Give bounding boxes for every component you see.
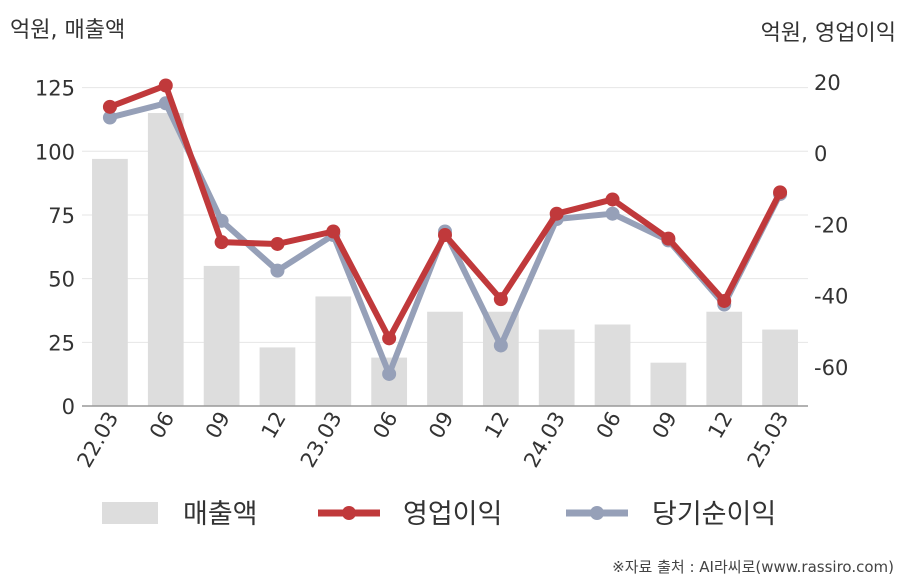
right-tick-label: -60 — [814, 356, 848, 380]
left-tick-label: 75 — [48, 204, 75, 228]
data-point — [326, 224, 341, 239]
data-point — [493, 292, 508, 307]
data-point — [270, 263, 285, 278]
legend-label: 매출액 — [183, 499, 258, 530]
data-point — [717, 293, 732, 308]
x-tick-label: 22.03 — [72, 408, 123, 472]
bar — [92, 158, 128, 406]
data-point — [158, 78, 173, 93]
right-tick-label: 0 — [814, 142, 827, 166]
legend-swatch-marker — [590, 506, 604, 520]
data-point — [661, 231, 676, 246]
right-tick-label: -40 — [814, 285, 848, 309]
profit-lines — [102, 78, 788, 381]
bar — [650, 362, 687, 406]
bar — [706, 311, 743, 406]
left-tick-label: 100 — [35, 140, 75, 164]
legend-label: 영업이익 — [403, 499, 502, 530]
bar — [594, 324, 631, 406]
right-axis-title: 억원, 영업이익 — [761, 21, 896, 46]
legend-label: 당기순이익 — [652, 499, 776, 530]
legend-swatch-marker — [342, 506, 356, 520]
left-axis-title: 억원, 매출액 — [10, 18, 125, 43]
data-point — [102, 99, 117, 114]
x-tick-label: 12 — [703, 408, 737, 443]
data-point — [270, 236, 285, 251]
x-tick-label: 09 — [648, 408, 682, 443]
gridlines — [82, 87, 808, 343]
left-tick-label: 0 — [62, 395, 75, 419]
right-tick-labels: -60 -40 -20 0 20 — [814, 71, 848, 380]
x-tick-label: 12 — [480, 408, 514, 443]
bar — [259, 347, 296, 406]
x-tick-labels: 22.03 06 09 12 23.03 06 09 12 24.03 06 09 12 25.03 — [72, 408, 793, 472]
left-tick-labels: 0 25 50 75 100 125 — [35, 77, 75, 419]
data-point — [438, 228, 452, 243]
data-point — [493, 338, 508, 353]
data-point — [549, 206, 564, 221]
left-tick-label: 25 — [48, 331, 75, 355]
x-tick-label: 25.03 — [743, 408, 794, 472]
x-tick-label: 12 — [257, 408, 291, 443]
right-tick-label: 20 — [814, 71, 841, 95]
x-tick-label: 06 — [368, 408, 402, 443]
data-point — [382, 366, 397, 381]
x-tick-label: 09 — [424, 408, 458, 443]
x-tick-label: 23.03 — [296, 408, 347, 472]
data-point — [605, 206, 620, 221]
legend-swatch-bar — [102, 502, 158, 524]
bar — [762, 329, 798, 406]
legend: 매출액 영업이익 당기순이익 — [102, 499, 776, 530]
source-note: ※자료 출처 : AI라씨로(www.rassiro.com) — [612, 558, 894, 576]
data-point — [382, 331, 397, 346]
left-tick-label: 125 — [35, 77, 75, 101]
left-tick-label: 50 — [48, 268, 75, 292]
bar — [371, 357, 408, 406]
right-tick-label: -20 — [814, 213, 848, 237]
data-point — [605, 192, 620, 207]
data-point — [102, 110, 117, 125]
data-point — [214, 235, 229, 250]
bar — [203, 265, 240, 406]
x-tick-label: 09 — [201, 408, 235, 443]
data-point — [773, 185, 788, 200]
x-tick-label: 06 — [145, 408, 179, 443]
revenue-bars — [92, 113, 798, 406]
bar — [315, 296, 352, 406]
bar — [538, 329, 575, 406]
bar — [427, 311, 463, 406]
x-tick-label: 24.03 — [519, 408, 570, 472]
x-tick-label: 06 — [592, 408, 626, 443]
bar — [147, 113, 184, 406]
